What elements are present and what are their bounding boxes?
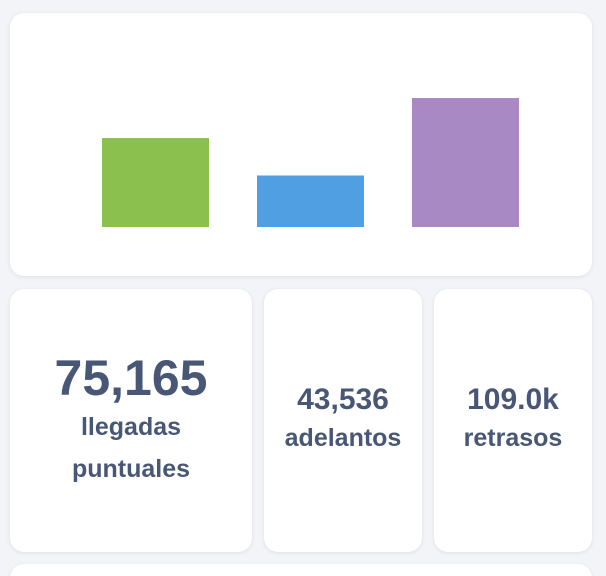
bar-chart-card [10, 13, 592, 276]
stat-card-retrasos: 109.0k retrasos [434, 289, 592, 552]
stat-card-adelantos: 43,536 adelantos [264, 289, 422, 552]
stat-label: adelantos [284, 424, 402, 453]
stat-value: 43,536 [297, 383, 389, 417]
bar-chart [102, 98, 519, 227]
bar-1 [257, 175, 364, 227]
stat-value: 75,165 [54, 350, 208, 406]
stat-value: 109.0k [467, 383, 559, 417]
bar-2 [412, 98, 519, 227]
stat-card-puntuales: 75,165 llegadas puntuales [10, 289, 252, 552]
stat-label: retrasos [463, 424, 563, 453]
stat-label: llegadas puntuales [71, 413, 191, 483]
partial-card [10, 564, 592, 576]
bar-0 [102, 138, 209, 227]
